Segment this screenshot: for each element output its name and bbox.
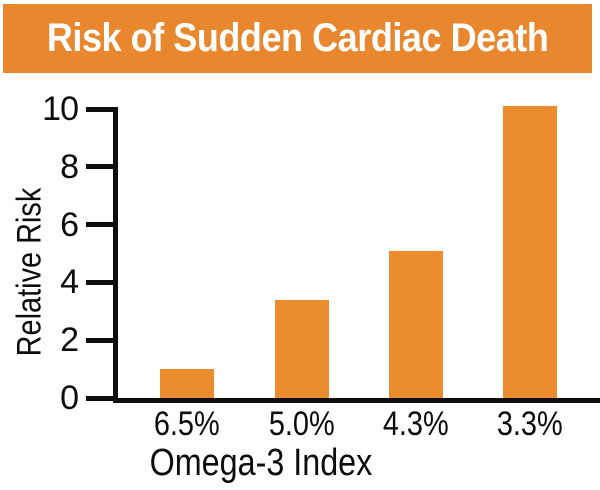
y-tick-label: 6 [60, 205, 79, 244]
bar-omega3-6-5-percent [160, 369, 214, 398]
y-tick-label: 2 [60, 321, 79, 360]
x-tick-label: 3.3% [497, 405, 563, 443]
y-tick-label: 10 [42, 90, 79, 128]
bar-omega3-4-3-percent [389, 250, 443, 398]
x-axis-title: Omega-3 Index [149, 442, 373, 484]
y-axis-tick [86, 106, 118, 112]
chart-title: Risk of Sudden Cardiac Death [46, 16, 549, 60]
x-tick-label: 4.3% [383, 405, 449, 443]
y-tick-label: 0 [60, 379, 79, 417]
y-axis-tick [86, 279, 118, 285]
y-axis-tick [86, 395, 118, 401]
x-tick-label: 6.5% [154, 405, 220, 443]
y-tick-label: 8 [60, 147, 79, 186]
y-axis-tick [86, 164, 118, 170]
bar-omega3-5-0-percent [275, 299, 329, 398]
chart-title-banner: Risk of Sudden Cardiac Death [3, 4, 592, 73]
plot-area: 10 8 6 4 2 0 6.5% 5.0% 4.3% 3.3% Omega-3… [42, 92, 600, 483]
y-axis-tick [86, 222, 118, 228]
y-axis-tick [86, 337, 118, 343]
x-tick-label: 5.0% [269, 405, 335, 443]
bar-omega3-3-3-percent [503, 106, 557, 398]
y-tick-label: 4 [60, 263, 79, 302]
